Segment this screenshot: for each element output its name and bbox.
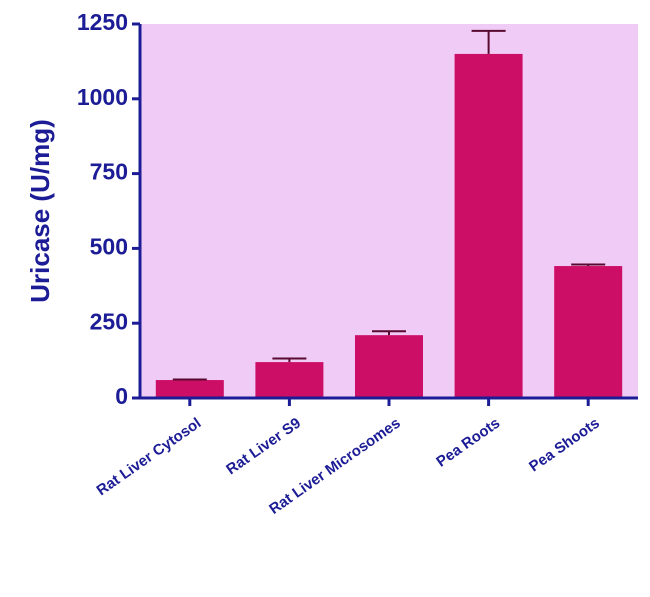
bar [255, 362, 324, 398]
bar [554, 266, 623, 398]
y-tick-label: 250 [90, 308, 128, 334]
bar [454, 53, 523, 399]
x-tick-label: Pea Roots [433, 415, 503, 471]
x-tick-label: Rat Liver Cytosol [94, 415, 205, 500]
y-axis-label: Uricase (U/mg) [25, 119, 55, 303]
bar [355, 335, 423, 398]
y-tick-label: 1250 [77, 9, 128, 35]
bar [155, 380, 224, 398]
y-tick-label: 750 [90, 159, 128, 185]
x-tick-label: Pea Shoots [526, 415, 603, 476]
x-tick-label: Rat Liver S9 [223, 415, 304, 479]
y-tick-label: 500 [90, 233, 128, 259]
y-tick-label: 1000 [77, 84, 128, 110]
y-tick-label: 0 [115, 383, 128, 409]
